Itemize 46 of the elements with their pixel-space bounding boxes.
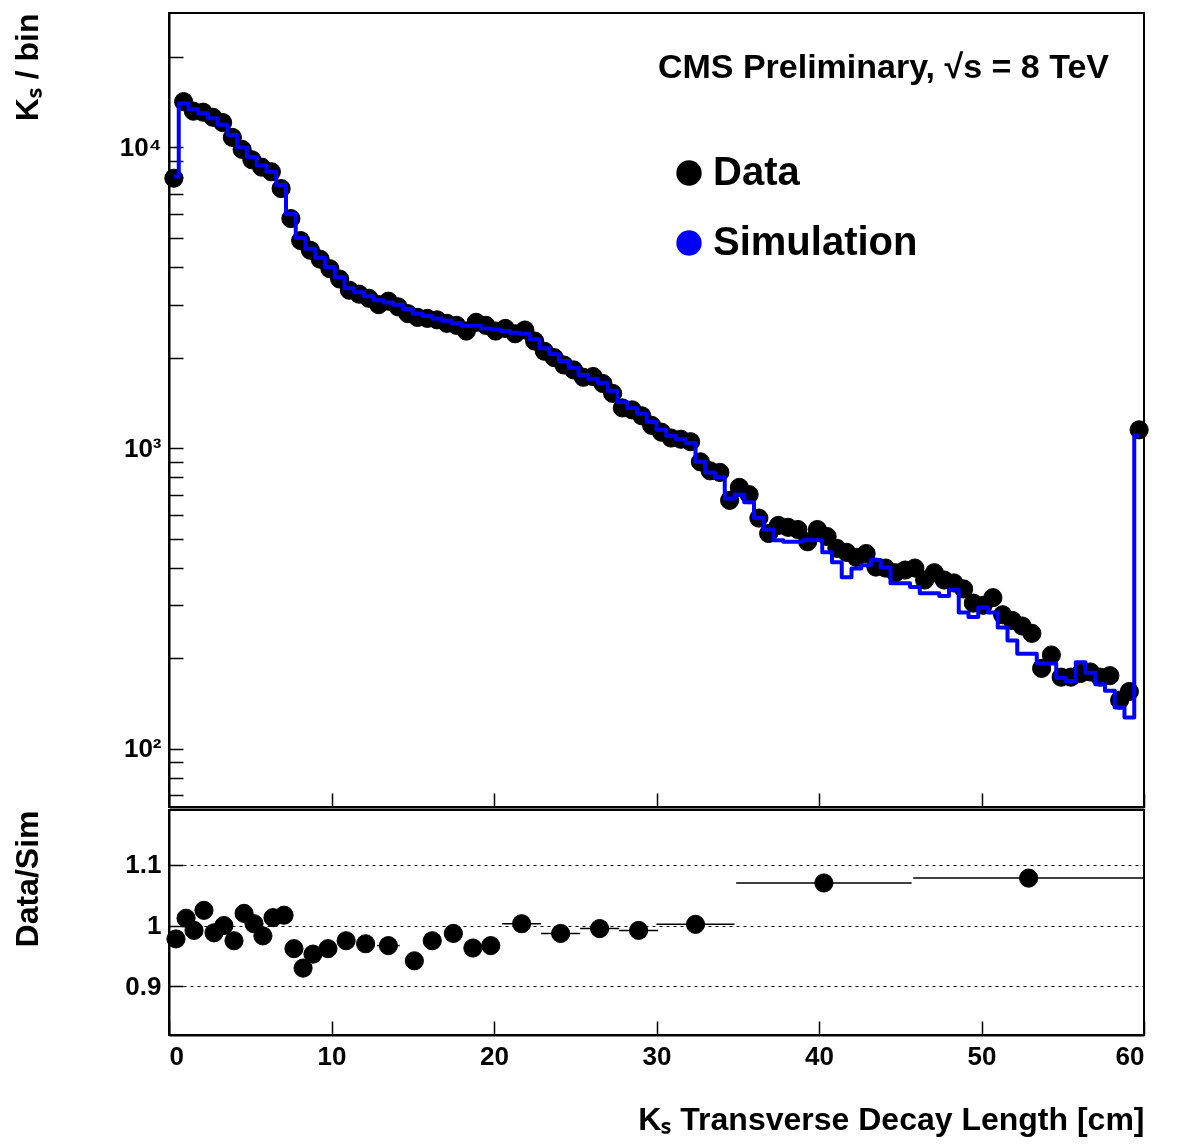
point: [422, 931, 442, 951]
point: [318, 939, 338, 959]
y-tick-label: 0.9: [125, 970, 162, 1001]
point: [214, 915, 234, 936]
point: [443, 923, 463, 944]
point: [814, 873, 834, 893]
point: [274, 905, 294, 925]
y-tick-label: 1.1: [125, 849, 162, 880]
y-axis-title: Kₛ / bin: [8, 13, 45, 122]
point: [284, 939, 304, 959]
point: [463, 938, 483, 958]
y-tick-label: 10²: [123, 733, 162, 764]
x-tick-label: 50: [967, 1040, 997, 1071]
point: [512, 914, 532, 934]
point: [303, 944, 323, 964]
point: [356, 934, 376, 954]
point: [404, 951, 424, 971]
legend-label: Simulation: [713, 219, 918, 263]
point: [244, 914, 264, 934]
point: [224, 931, 244, 951]
y-tick-label: 10³: [123, 432, 162, 463]
point: [1019, 868, 1039, 888]
y-tick-label: 10⁴: [119, 131, 162, 162]
legend-label: Data: [713, 149, 801, 193]
x-tick-label: 30: [642, 1040, 672, 1071]
x-axis-title: Kₛ Transverse Decay Length [cm]: [638, 1100, 1145, 1137]
point: [194, 900, 214, 920]
point: [685, 914, 706, 934]
point: [184, 920, 204, 940]
y-axis-title: Data/Sim: [8, 810, 45, 948]
point: [378, 936, 398, 956]
x-tick-label: 60: [1115, 1040, 1145, 1071]
point: [590, 919, 610, 939]
point: [253, 926, 273, 946]
point: [551, 923, 571, 944]
x-tick-label: 10: [317, 1040, 347, 1071]
point: [166, 929, 186, 949]
point: [481, 936, 501, 956]
x-tick-label: 40: [805, 1040, 834, 1071]
point: [629, 920, 649, 940]
x-tick-label: 20: [480, 1040, 509, 1071]
y-tick-label: 1: [147, 910, 162, 941]
annotation: CMS Preliminary, √s = 8 TeV: [657, 47, 1110, 85]
x-tick-label: 0: [169, 1040, 184, 1071]
point: [336, 931, 356, 951]
point: [293, 958, 313, 978]
